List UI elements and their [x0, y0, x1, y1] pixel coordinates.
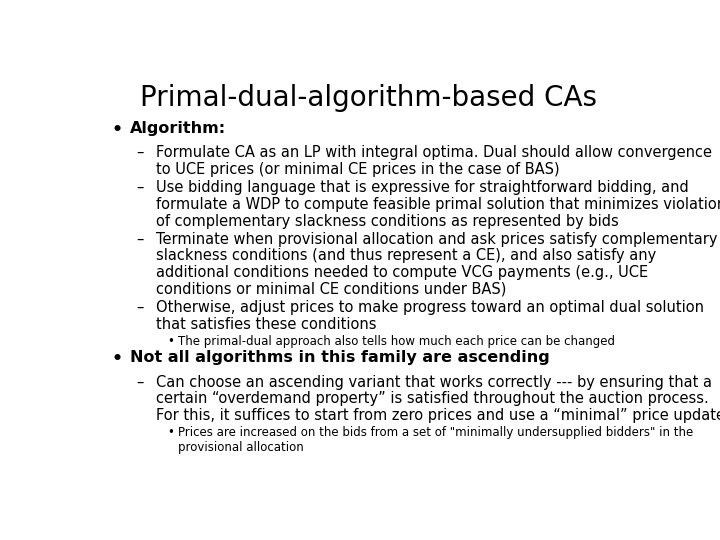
- Text: Primal-dual-algorithm-based CAs: Primal-dual-algorithm-based CAs: [140, 84, 598, 112]
- Text: •: •: [167, 426, 174, 439]
- Text: –: –: [136, 232, 143, 247]
- Text: •: •: [167, 335, 174, 348]
- Text: –: –: [136, 375, 143, 389]
- Text: –: –: [136, 300, 143, 315]
- Text: Not all algorithms in this family are ascending: Not all algorithms in this family are as…: [130, 350, 550, 366]
- Text: Use bidding language that is expressive for straightforward bidding, and
formula: Use bidding language that is expressive …: [156, 180, 720, 228]
- Text: Terminate when provisional allocation and ask prices satisfy complementary
slack: Terminate when provisional allocation an…: [156, 232, 717, 297]
- Text: The primal-dual approach also tells how much each price can be changed: The primal-dual approach also tells how …: [178, 335, 615, 348]
- Text: •: •: [111, 121, 122, 139]
- Text: •: •: [111, 350, 122, 368]
- Text: Formulate CA as an LP with integral optima. Dual should allow convergence
to UCE: Formulate CA as an LP with integral opti…: [156, 145, 712, 177]
- Text: –: –: [136, 180, 143, 195]
- Text: Algorithm:: Algorithm:: [130, 121, 226, 136]
- Text: Otherwise, adjust prices to make progress toward an optimal dual solution
that s: Otherwise, adjust prices to make progres…: [156, 300, 704, 332]
- Text: Prices are increased on the bids from a set of "minimally undersupplied bidders": Prices are increased on the bids from a …: [178, 426, 693, 454]
- Text: –: –: [136, 145, 143, 160]
- Text: Can choose an ascending variant that works correctly --- by ensuring that a
cert: Can choose an ascending variant that wor…: [156, 375, 720, 423]
